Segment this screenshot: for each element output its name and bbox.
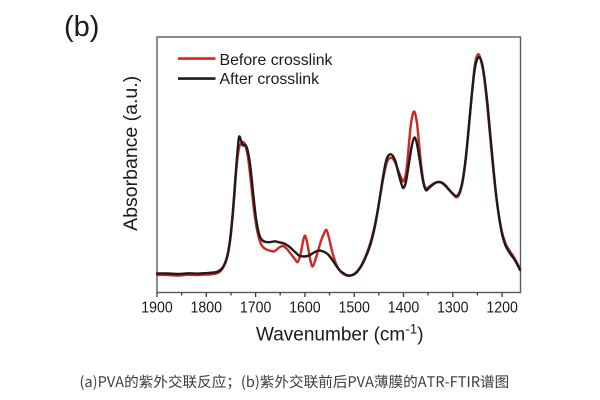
- svg-text:(b): (b): [64, 11, 99, 43]
- svg-text:1300: 1300: [437, 300, 469, 317]
- svg-text:Before crosslink: Before crosslink: [220, 52, 334, 69]
- svg-text:Wavenumber (cm-1): Wavenumber (cm-1): [256, 322, 424, 346]
- svg-text:1800: 1800: [191, 300, 223, 317]
- svg-text:1500: 1500: [338, 300, 370, 317]
- svg-text:1900: 1900: [141, 300, 173, 317]
- svg-text:1200: 1200: [486, 300, 518, 317]
- svg-text:Absorbance (a.u.): Absorbance (a.u.): [120, 76, 142, 231]
- svg-text:1600: 1600: [289, 300, 321, 317]
- svg-text:After crosslink: After crosslink: [220, 71, 320, 88]
- svg-text:1700: 1700: [240, 300, 272, 317]
- svg-text:1400: 1400: [388, 300, 420, 317]
